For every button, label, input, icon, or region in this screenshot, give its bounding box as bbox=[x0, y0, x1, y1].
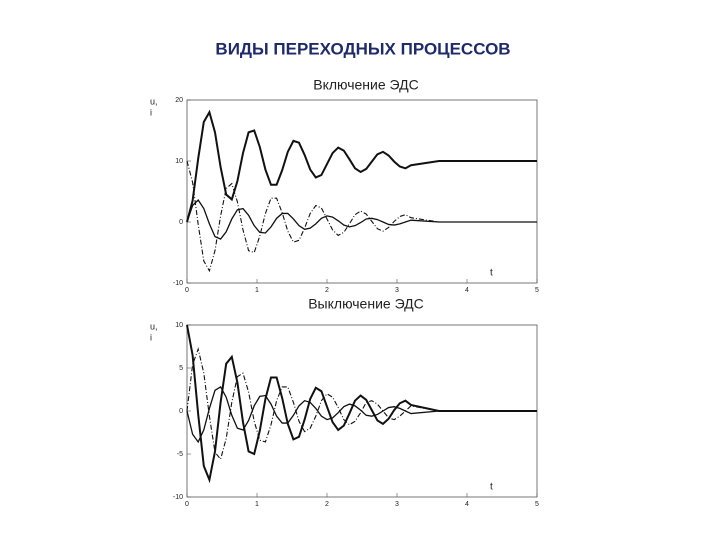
series-line bbox=[186, 109, 537, 223]
x-tick-label: 0 bbox=[185, 287, 189, 294]
y-tick-label: 0 bbox=[179, 219, 183, 226]
x-axis-label: t bbox=[490, 482, 493, 493]
x-axis-label: t bbox=[490, 268, 493, 279]
x-tick-label: 0 bbox=[185, 501, 189, 508]
series-line bbox=[186, 347, 537, 461]
y-axis-label: i bbox=[150, 332, 152, 342]
chart-title: Выключение ЭДС bbox=[308, 296, 424, 312]
y-axis-label: u, bbox=[150, 321, 158, 331]
x-tick-label: 5 bbox=[535, 287, 539, 294]
x-tick-label: 4 bbox=[465, 287, 469, 294]
slide-title: ВИДЫ ПЕРЕХОДНЫХ ПРОЦЕССОВ bbox=[215, 39, 510, 58]
x-tick-label: 3 bbox=[395, 287, 399, 294]
series-line bbox=[186, 199, 537, 240]
y-tick-label: 20 bbox=[175, 97, 183, 104]
chart-title: Включение ЭДС bbox=[313, 77, 418, 93]
y-tick-label: 5 bbox=[179, 365, 183, 372]
y-tick-label: -5 bbox=[177, 451, 183, 458]
x-tick-label: 1 bbox=[255, 501, 259, 508]
y-tick-label: 0 bbox=[179, 408, 183, 415]
plot-frame bbox=[186, 99, 538, 284]
series-line bbox=[186, 160, 537, 273]
y-tick-label: -10 bbox=[173, 280, 183, 287]
x-tick-label: 2 bbox=[325, 287, 329, 294]
series-line bbox=[186, 324, 537, 484]
y-tick-label: -10 bbox=[173, 494, 183, 501]
x-tick-label: 1 bbox=[255, 287, 259, 294]
x-tick-label: 3 bbox=[395, 501, 399, 508]
series-line bbox=[186, 386, 537, 444]
x-tick-label: 5 bbox=[535, 501, 539, 508]
y-axis-label: u, bbox=[150, 96, 158, 106]
x-tick-label: 4 bbox=[465, 501, 469, 508]
x-tick-label: 2 bbox=[325, 501, 329, 508]
y-tick-label: 10 bbox=[175, 322, 183, 329]
y-axis-label: i bbox=[150, 107, 152, 117]
y-tick-label: 10 bbox=[175, 158, 183, 165]
